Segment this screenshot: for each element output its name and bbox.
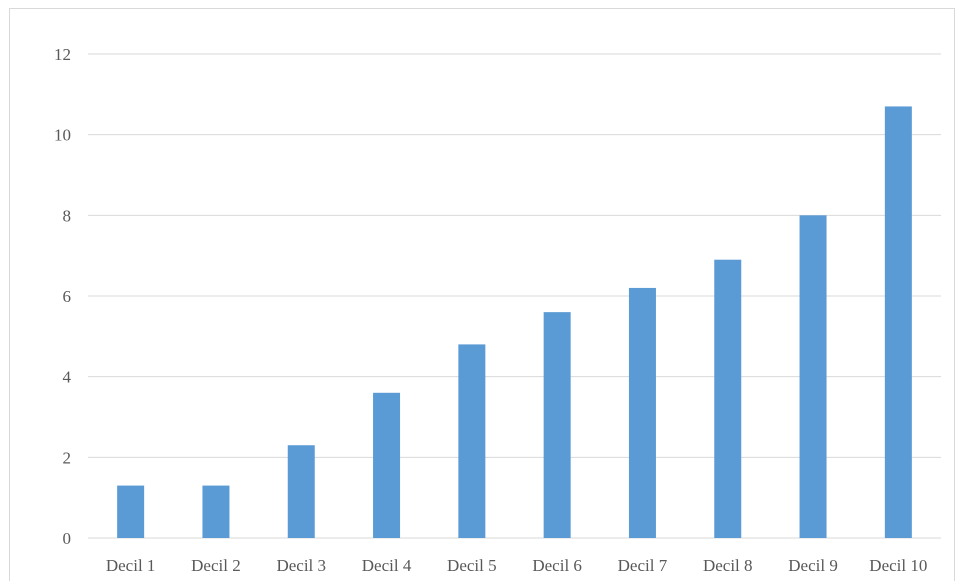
x-tick-label-8: Decil 8 <box>703 556 753 575</box>
bar-4 <box>373 392 401 538</box>
x-tick-label-3: Decil 3 <box>276 556 326 575</box>
bar-6 <box>543 312 571 538</box>
y-tick-label-4: 4 <box>63 368 72 387</box>
bar-10 <box>884 106 912 538</box>
x-tick-label-1: Decil 1 <box>106 556 156 575</box>
x-tick-label-5: Decil 5 <box>447 556 497 575</box>
bar-7 <box>628 287 656 538</box>
y-tick-label-8: 8 <box>63 206 72 225</box>
x-tick-label-9: Decil 9 <box>788 556 838 575</box>
y-tick-label-10: 10 <box>54 126 71 145</box>
bar-2 <box>202 485 230 538</box>
x-tick-label-10: Decil 10 <box>869 556 927 575</box>
y-tick-label-12: 12 <box>54 45 71 64</box>
y-tick-label-6: 6 <box>63 287 72 306</box>
x-tick-label-7: Decil 7 <box>618 556 668 575</box>
x-tick-label-6: Decil 6 <box>532 556 582 575</box>
bar-1 <box>117 485 145 538</box>
x-tick-label-2: Decil 2 <box>191 556 241 575</box>
bar-8 <box>714 259 742 538</box>
x-tick-label-4: Decil 4 <box>362 556 412 575</box>
bar-9 <box>799 215 827 539</box>
bar-3 <box>287 445 315 538</box>
bar-5 <box>458 344 486 538</box>
y-tick-label-2: 2 <box>63 448 72 467</box>
y-tick-label-0: 0 <box>63 529 72 548</box>
